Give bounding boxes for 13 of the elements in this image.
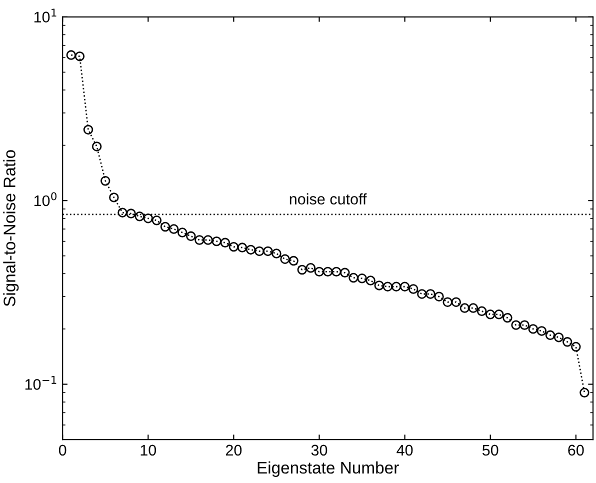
y-axis-title: Signal-to-Noise Ratio [3,150,19,306]
x-tick-label: 10 [140,444,156,456]
annotation: noise cutoff [290,193,367,205]
x-tick-label: 0 [58,444,66,456]
x-tick-label: 20 [226,444,242,456]
x-axis-title: Eigenstate Number [258,461,399,477]
x-tick-label: 50 [482,444,498,456]
y-tick-label: 10$^{0}$ [34,192,57,206]
x-tick-label: 60 [568,444,584,456]
y-tick-label: 10$^{−1}$ [25,376,56,390]
x-tick-label: 30 [311,444,328,456]
x-tick-label: 40 [396,444,413,456]
y-tick-label: 10$^{1}$ [34,8,56,22]
